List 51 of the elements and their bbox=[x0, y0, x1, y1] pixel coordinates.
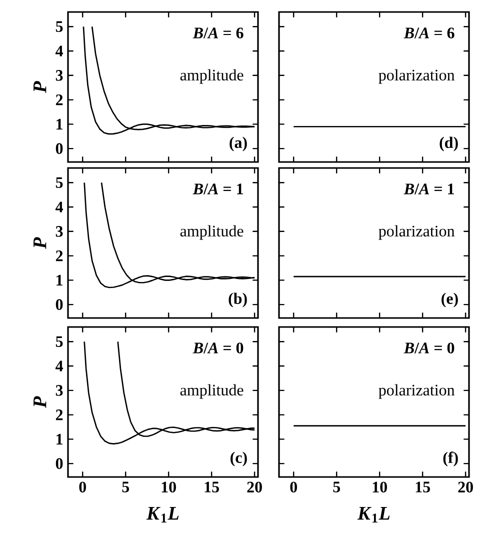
annotation: B/A = 1 bbox=[404, 184, 454, 194]
y-axis-title: P bbox=[34, 237, 46, 249]
y-axis-title: P bbox=[34, 81, 46, 93]
annotation: amplitude bbox=[180, 69, 244, 84]
y-tick-label: 1 bbox=[56, 118, 62, 130]
annotation: B/A = 6 bbox=[404, 28, 454, 38]
x-axis-title: K$_{1}$L bbox=[357, 507, 390, 522]
annotation: B/A = 0 bbox=[404, 342, 454, 354]
annotation: (c) bbox=[230, 452, 247, 466]
y-axis-title: P bbox=[34, 396, 46, 408]
annotation: B/A = 0 bbox=[192, 342, 244, 354]
y-tick-label: 0 bbox=[56, 299, 63, 310]
x-tick-label: 5 bbox=[122, 482, 130, 492]
annotation: polarization bbox=[378, 69, 455, 84]
x-tick-label: 10 bbox=[372, 482, 387, 492]
annotation: (d) bbox=[440, 136, 458, 152]
y-tick-label: 2 bbox=[56, 409, 63, 420]
y-tick-label: 4 bbox=[56, 202, 63, 212]
y-tick-label: 0 bbox=[56, 143, 63, 154]
y-tick-label: 3 bbox=[56, 226, 63, 237]
y-tick-label: 5 bbox=[56, 177, 63, 188]
y-tick-label: 2 bbox=[56, 250, 63, 262]
y-tick-label: 0 bbox=[56, 458, 63, 469]
x-tick-label: 15 bbox=[204, 482, 219, 492]
annotation: B/A = 1 bbox=[192, 184, 243, 194]
y-tick-label: 3 bbox=[56, 70, 63, 81]
x-tick-label: 0 bbox=[290, 482, 297, 492]
y-tick-label: 1 bbox=[56, 274, 62, 286]
y-tick-label: 1 bbox=[56, 434, 62, 444]
annotation: polarization bbox=[378, 384, 455, 399]
y-tick-label: 5 bbox=[56, 336, 63, 347]
y-tick-label: 4 bbox=[56, 46, 63, 56]
x-tick-label: 0 bbox=[79, 482, 86, 492]
annotation: (a) bbox=[230, 136, 247, 152]
y-tick-label: 5 bbox=[56, 21, 63, 32]
x-tick-label: 10 bbox=[162, 482, 176, 492]
x-axis-title: K$_{1}$L bbox=[146, 507, 179, 522]
x-tick-label: 20 bbox=[458, 482, 473, 492]
annotation: (e) bbox=[442, 292, 458, 308]
y-tick-label: 2 bbox=[56, 94, 63, 106]
annotation: (b) bbox=[228, 292, 247, 308]
x-tick-label: 5 bbox=[333, 482, 340, 492]
annotation: (f) bbox=[443, 452, 458, 466]
annotation: amplitude bbox=[180, 225, 244, 240]
annotation: B/A = 6 bbox=[192, 28, 244, 38]
annotation: polarization bbox=[378, 225, 455, 240]
y-tick-label: 4 bbox=[56, 360, 63, 372]
x-tick-label: 20 bbox=[247, 482, 262, 492]
annotation: amplitude bbox=[180, 384, 244, 399]
x-tick-label: 15 bbox=[416, 482, 430, 492]
y-tick-label: 3 bbox=[56, 385, 63, 396]
